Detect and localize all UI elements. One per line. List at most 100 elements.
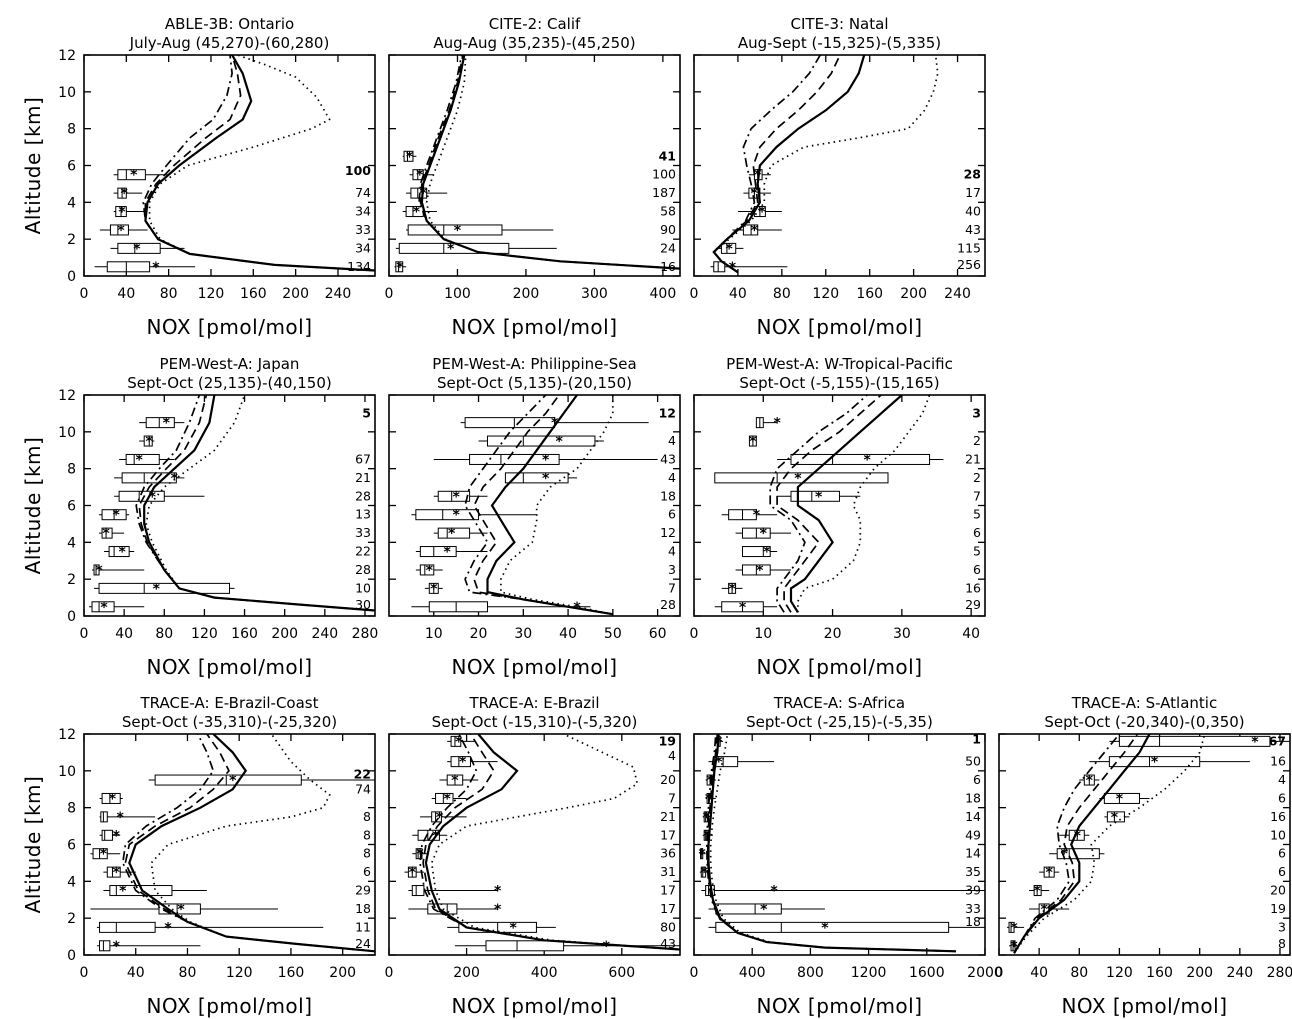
mean-marker: * (509, 920, 517, 936)
x-tick-label: 200 (900, 286, 927, 302)
x-axis-label: NOX [pmol/mol] (756, 315, 922, 339)
panel-subtitle: Aug-Aug (35,235)-(45,250) (433, 34, 635, 52)
y-tick-label: 4 (67, 535, 76, 551)
x-tick-label: 240 (944, 286, 971, 302)
sample-count: 24 (660, 240, 676, 255)
sample-count: 14 (965, 809, 981, 824)
profile-line-dashdot (121, 734, 375, 953)
sample-count: 74 (355, 185, 371, 200)
panel-subtitle: Sept-Oct (25,135)-(40,150) (127, 374, 331, 392)
sample-count: 30 (355, 597, 371, 612)
mean-marker: * (1010, 920, 1018, 936)
sample-count: 39 (965, 883, 981, 898)
y-axis-label: Altitude [km] (21, 97, 45, 235)
iqr-box (464, 417, 556, 429)
x-tick-label: 2000 (967, 965, 1003, 981)
sample-count: 58 (660, 204, 676, 219)
y-tick-label: 6 (67, 838, 76, 854)
sample-count: 8 (1278, 936, 1286, 951)
mean-marker: * (753, 508, 761, 524)
sample-count: 31 (660, 864, 676, 879)
profile-line-dash (124, 734, 375, 953)
x-tick-label: 120 (1106, 965, 1133, 981)
mean-marker: * (118, 205, 126, 221)
x-tick-label: 120 (812, 286, 839, 302)
sample-count: 17 (660, 827, 676, 842)
x-tick-label: 60 (649, 626, 667, 642)
mean-marker: * (413, 205, 421, 221)
x-tick-label: 240 (325, 286, 352, 302)
iqr-box (415, 509, 480, 521)
profile-line-dot (500, 395, 614, 616)
iqr-box (504, 472, 569, 484)
mean-marker: * (109, 791, 117, 807)
panel-title: TRACE-A: E-Brazil-Coast (140, 694, 319, 712)
profile-line-dash (138, 395, 375, 612)
y-tick-label: 0 (67, 609, 76, 625)
iqr-box (101, 527, 113, 539)
iqr-box (720, 242, 737, 254)
mean-marker: * (773, 416, 781, 432)
profile-line-dash (419, 55, 680, 270)
mean-marker: * (119, 884, 127, 900)
mean-marker: * (1040, 902, 1048, 918)
panel-title: PEM-West-A: Philippine-Sea (432, 355, 636, 373)
y-tick-label: 8 (67, 801, 76, 817)
iqr-box (117, 242, 161, 254)
sample-count: 67 (1269, 733, 1286, 748)
profile-line-dashdot (705, 734, 956, 953)
y-tick-label: 10 (58, 425, 76, 441)
plot-frame (388, 54, 681, 277)
mean-marker: * (1251, 734, 1259, 750)
mean-marker: * (117, 223, 125, 239)
y-axis-label: Altitude [km] (21, 776, 45, 914)
x-tick-label: 400 (531, 965, 558, 981)
sample-count: 40 (965, 204, 981, 219)
iqr-box (403, 150, 414, 162)
x-tick-label: 200 (453, 965, 480, 981)
plot-frame (693, 54, 986, 277)
mean-marker: * (133, 241, 141, 257)
iqr-box (145, 417, 175, 429)
mean-marker: * (763, 545, 771, 561)
sample-count: 20 (1270, 883, 1286, 898)
y-tick-label: 6 (67, 499, 76, 515)
x-tick-label: 30 (893, 626, 911, 642)
sample-count: 6 (1278, 864, 1286, 879)
sample-count: 100 (652, 167, 676, 182)
sample-count: 11 (355, 919, 371, 934)
sample-count: 8 (363, 846, 371, 861)
profile-line-dash (706, 734, 956, 953)
mean-marker: * (1151, 755, 1159, 771)
x-tick-label: 160 (1146, 965, 1173, 981)
mean-marker: * (1086, 773, 1094, 789)
iqr-box (790, 453, 931, 465)
x-tick-label: 0 (690, 965, 699, 981)
x-tick-label: 0 (385, 965, 394, 981)
x-tick-label: 120 (191, 626, 218, 642)
iqr-box (419, 546, 457, 558)
iqr-box (428, 601, 488, 613)
mean-marker: * (794, 471, 802, 487)
iqr-box (1103, 792, 1140, 804)
mean-marker: * (436, 810, 444, 826)
profile-line-dashdot (769, 395, 868, 613)
x-tick-label: 40 (115, 626, 133, 642)
profile-line-solid (712, 55, 866, 274)
x-axis-label: NOX [pmol/mol] (756, 994, 922, 1018)
x-axis-label: NOX [pmol/mol] (451, 994, 617, 1018)
x-axis-label: NOX [pmol/mol] (146, 315, 312, 339)
sample-count: 41 (659, 148, 676, 163)
mean-marker: * (136, 452, 144, 468)
data-layer: ********** (90, 734, 375, 955)
mean-marker: * (448, 526, 456, 542)
y-tick-label: 12 (58, 388, 76, 404)
iqr-box (715, 903, 782, 915)
plot-frame (693, 733, 986, 956)
sample-count: 4 (668, 470, 676, 485)
mean-marker: * (864, 452, 872, 468)
mean-marker: * (751, 223, 759, 239)
